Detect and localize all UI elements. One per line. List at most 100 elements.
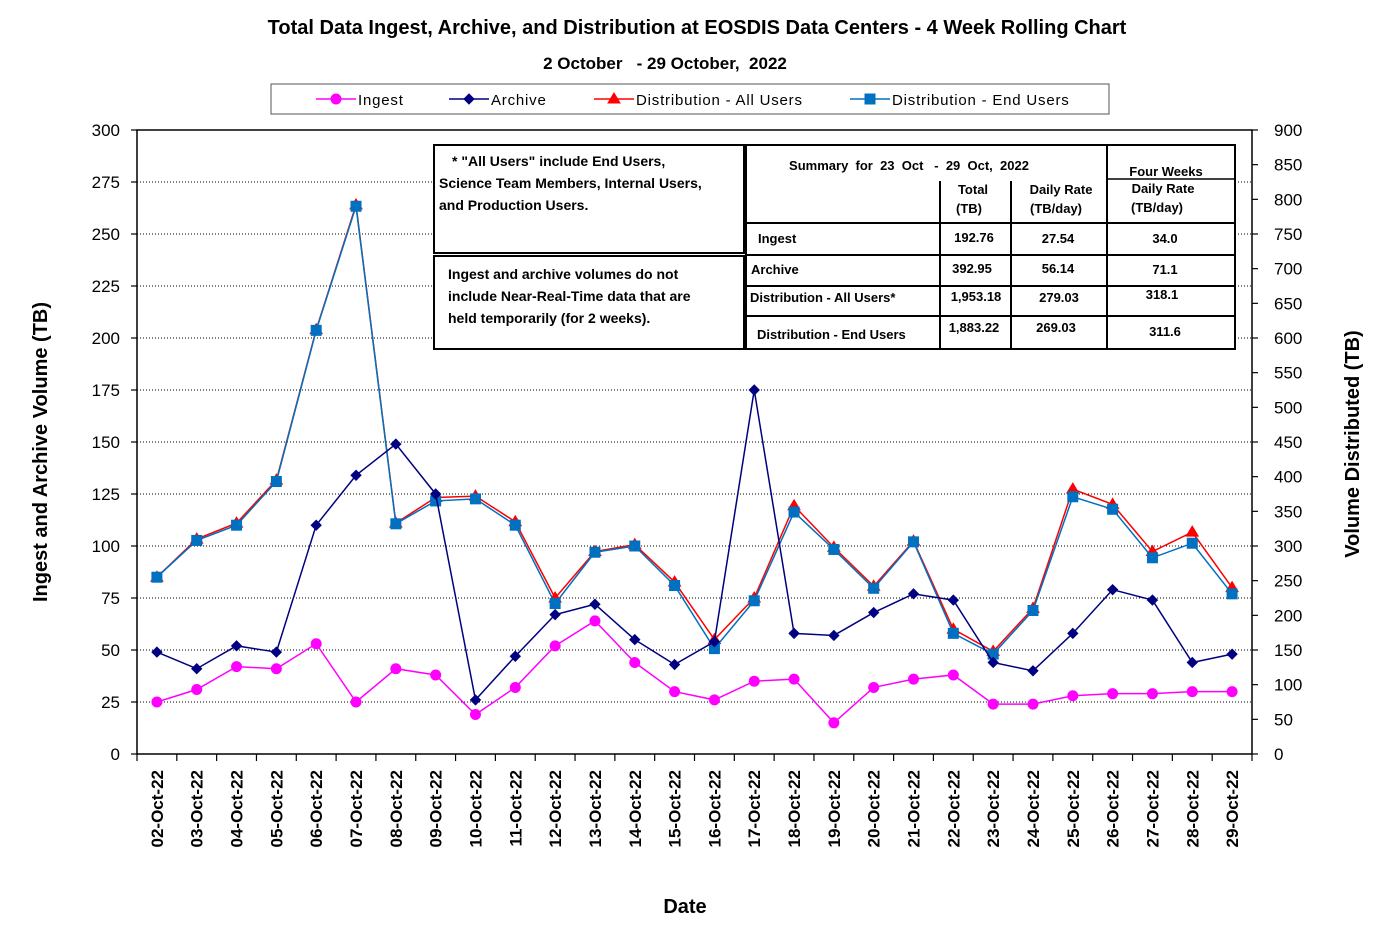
x-tick-label: 26-Oct-22 [1104, 770, 1123, 847]
data-point-archive [310, 519, 322, 531]
data-point-archive [1067, 627, 1079, 640]
data-point-distribution-end-users [1226, 588, 1238, 600]
data-point-ingest [908, 673, 920, 685]
four-weeks-header: Four Weeks [1129, 164, 1202, 179]
y-right-tick-label: 400 [1274, 468, 1302, 487]
data-point-ingest [1186, 686, 1198, 698]
row-dist-all-daily: 279.03 [1039, 290, 1079, 305]
legend-item-ingest: Ingest [316, 92, 403, 109]
x-tick-label: 19-Oct-22 [825, 770, 844, 847]
data-point-distribution-end-users [390, 518, 402, 530]
legend-marker [463, 93, 475, 105]
y-left-tick-label: 75 [101, 589, 120, 608]
data-point-archive [191, 663, 203, 675]
x-tick-label: 18-Oct-22 [785, 770, 804, 847]
y-right-tick-label: 850 [1274, 156, 1302, 175]
series-ingest [151, 615, 1238, 729]
row-dist-all-total: 1,953.18 [951, 289, 1002, 304]
data-point-distribution-end-users [350, 200, 362, 212]
data-point-distribution-end-users [549, 598, 561, 610]
y-left-tick-label: 150 [92, 433, 120, 452]
row-ingest-four: 34.0 [1152, 231, 1177, 246]
row-dist-end-label: Distribution - End Users [757, 327, 906, 342]
legend-marker [864, 93, 876, 105]
data-point-ingest [987, 698, 999, 710]
x-axis-title: Date [663, 896, 706, 918]
series-line-distribution-end-users [156, 206, 1233, 656]
data-point-archive [708, 635, 721, 648]
y-axis-right-title: Volume Distributed (TB) [1342, 330, 1364, 557]
data-point-archive [828, 629, 840, 642]
data-point-archive [270, 646, 283, 658]
y-right-tick-label: 250 [1274, 572, 1302, 591]
y-left-tick-label: 125 [92, 485, 120, 504]
y-left-tick-label: 225 [92, 277, 120, 296]
data-point-distribution-end-users [1146, 552, 1158, 564]
x-tick-label: 17-Oct-22 [745, 770, 764, 847]
x-tick-label: 07-Oct-22 [347, 770, 366, 847]
col-daily-line-1: Daily Rate [1030, 182, 1093, 197]
data-point-archive [151, 646, 163, 658]
data-point-archive [350, 469, 362, 481]
x-tick-label: 20-Oct-22 [865, 770, 884, 847]
data-point-distribution-end-users [947, 627, 959, 639]
data-point-archive [987, 656, 999, 669]
data-point-ingest [828, 717, 840, 729]
data-point-archive [867, 606, 880, 619]
x-tick-label: 28-Oct-22 [1183, 770, 1202, 847]
series-distribution-end-users [151, 200, 1238, 660]
data-point-distribution-end-users [669, 580, 681, 592]
data-point-ingest [1146, 688, 1158, 700]
data-point-ingest [748, 675, 760, 687]
data-point-ingest [1027, 698, 1039, 710]
data-point-ingest [151, 696, 163, 708]
y-axis-left-title: Ingest and Archive Volume (TB) [30, 302, 52, 602]
data-point-ingest [231, 661, 243, 673]
data-point-ingest [191, 684, 203, 696]
data-point-distribution-end-users [1027, 604, 1039, 616]
data-point-distribution-end-users [509, 519, 521, 531]
data-point-archive [589, 598, 601, 610]
y-left-tick-label: 300 [92, 121, 120, 140]
data-point-archive [230, 640, 243, 652]
y-left-tick-label: 175 [92, 381, 120, 400]
row-archive-label: Archive [751, 262, 799, 277]
row-ingest-total: 192.76 [954, 230, 994, 245]
data-point-archive [1146, 594, 1159, 606]
legend: Ingest Archive Distribution - All Users Dis… [270, 83, 1110, 115]
y-right-tick-label: 300 [1274, 537, 1302, 556]
row-dist-all-four: 318.1 [1146, 287, 1179, 302]
row-archive-daily: 56.14 [1042, 261, 1075, 276]
data-point-distribution-end-users [748, 595, 760, 607]
legend-frame [270, 83, 1110, 115]
y-left-tick-label: 100 [92, 537, 120, 556]
summary-table: Summary for 23 Oct - 29 Oct, 2022 Four W… [745, 144, 1236, 350]
y-left-tick-label: 275 [92, 173, 120, 192]
x-tick-label: 05-Oct-22 [267, 770, 286, 847]
legend-item-distribution-end-users: Distribution - End Users [850, 92, 1069, 109]
chart-subtitle: 2 October - 29 October, 2022 [543, 54, 787, 73]
data-point-distribution-end-users [270, 476, 282, 488]
y-right-tick-label: 800 [1274, 190, 1302, 209]
plot-area: 0 25 50 75 100 125 150 175 200 225 250 275 300 0 50 10… [92, 121, 1303, 847]
data-point-archive [748, 384, 760, 396]
x-tick-label: 10-Oct-22 [466, 770, 485, 847]
data-point-archive [1226, 648, 1238, 660]
note-all-users-line-3: and Production Users. [439, 197, 588, 213]
y-right-tick-label: 500 [1274, 398, 1302, 417]
data-point-distribution-end-users [908, 536, 920, 548]
row-dist-end-total: 1,883.22 [949, 320, 1000, 335]
legend-item-archive: Archive [449, 92, 546, 109]
data-point-ingest [549, 640, 561, 652]
data-point-distribution-end-users [788, 506, 800, 518]
y-right-tick-label: 550 [1274, 364, 1302, 383]
data-point-archive [509, 650, 522, 662]
x-tick-label: 21-Oct-22 [905, 770, 924, 847]
x-tick-label: 22-Oct-22 [944, 770, 963, 847]
x-tick-label: 24-Oct-22 [1024, 770, 1043, 847]
data-point-ingest [350, 696, 362, 708]
row-ingest-daily: 27.54 [1042, 231, 1075, 246]
data-point-archive [1186, 656, 1198, 669]
data-point-archive [549, 608, 561, 621]
y-left-tick-label: 25 [101, 693, 120, 712]
